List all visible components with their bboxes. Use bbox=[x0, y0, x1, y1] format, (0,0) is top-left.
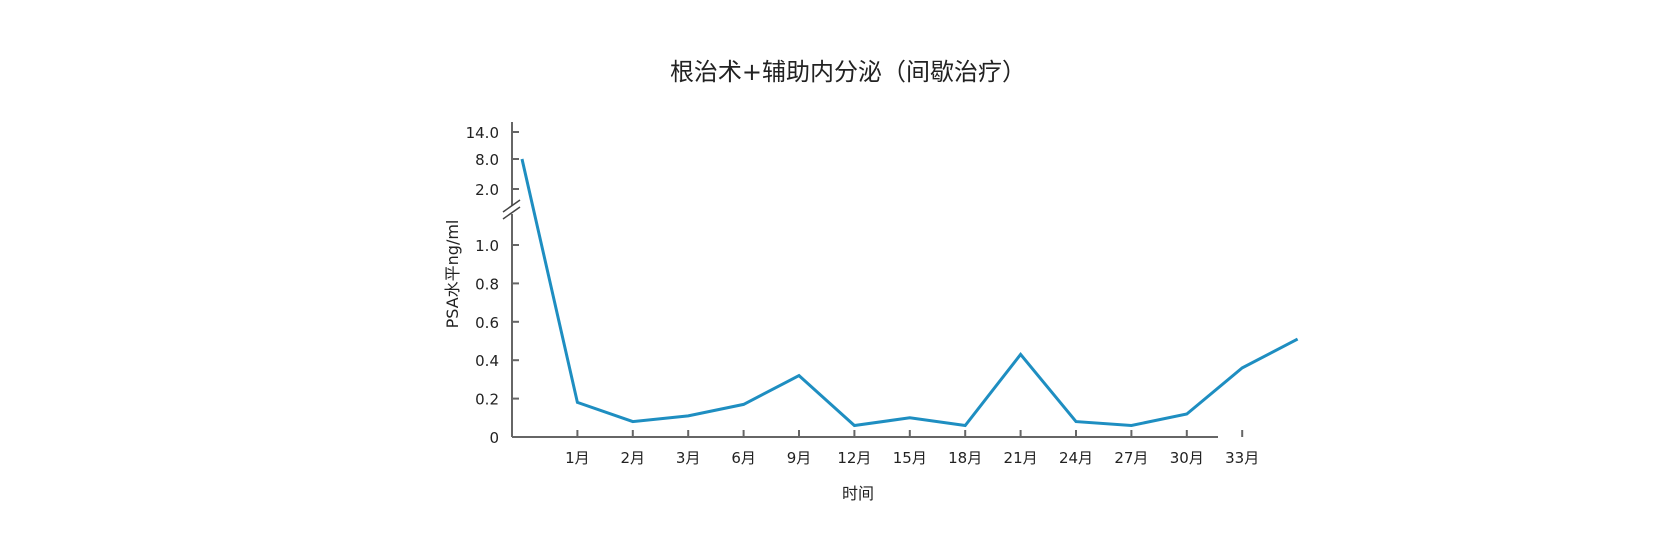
x-ticks: 1月 2月 3月 6月 9月 12月 15月 18月 21月 24月 27月 30月 33月 bbox=[565, 430, 1259, 467]
x-tick-label: 18月 bbox=[948, 449, 982, 467]
y-tick-label: 8.0 bbox=[475, 151, 499, 169]
y-tick-label: 0.4 bbox=[475, 352, 499, 370]
y-tick-label: 0 bbox=[489, 429, 499, 447]
y-tick-label: 0.2 bbox=[475, 391, 499, 409]
x-tick-label: 24月 bbox=[1059, 449, 1093, 467]
y-axis-label: PSA水平ng/ml bbox=[443, 220, 462, 329]
y-tick-label: 14.0 bbox=[466, 124, 499, 142]
x-tick-label: 6月 bbox=[731, 449, 756, 467]
chart-title: 根治术+辅助内分泌（间歇治疗） bbox=[670, 58, 1026, 86]
series-line bbox=[520, 158, 1299, 428]
x-tick-label: 21月 bbox=[1004, 449, 1038, 467]
x-tick-label: 1月 bbox=[565, 449, 590, 467]
x-tick-label: 27月 bbox=[1114, 449, 1148, 467]
x-tick-label: 2月 bbox=[621, 449, 646, 467]
x-tick-label: 15月 bbox=[893, 449, 927, 467]
x-tick-label: 33月 bbox=[1225, 449, 1259, 467]
y-tick-label: 2.0 bbox=[475, 181, 499, 199]
x-axis-label: 时间 bbox=[842, 484, 874, 503]
x-tick-label: 30月 bbox=[1170, 449, 1204, 467]
y-ticks: 0 0.2 0.4 0.6 0.8 1.0 2.0 8.0 14.0 bbox=[466, 124, 519, 447]
axes bbox=[502, 122, 1218, 438]
axis-break-marker bbox=[502, 199, 521, 220]
y-tick-label: 0.6 bbox=[475, 314, 499, 332]
x-tick-label: 3月 bbox=[676, 449, 701, 467]
x-tick-label: 12月 bbox=[837, 449, 871, 467]
y-tick-label: 0.8 bbox=[475, 275, 499, 293]
y-tick-label: 1.0 bbox=[475, 237, 499, 255]
x-tick-label: 9月 bbox=[787, 449, 812, 467]
